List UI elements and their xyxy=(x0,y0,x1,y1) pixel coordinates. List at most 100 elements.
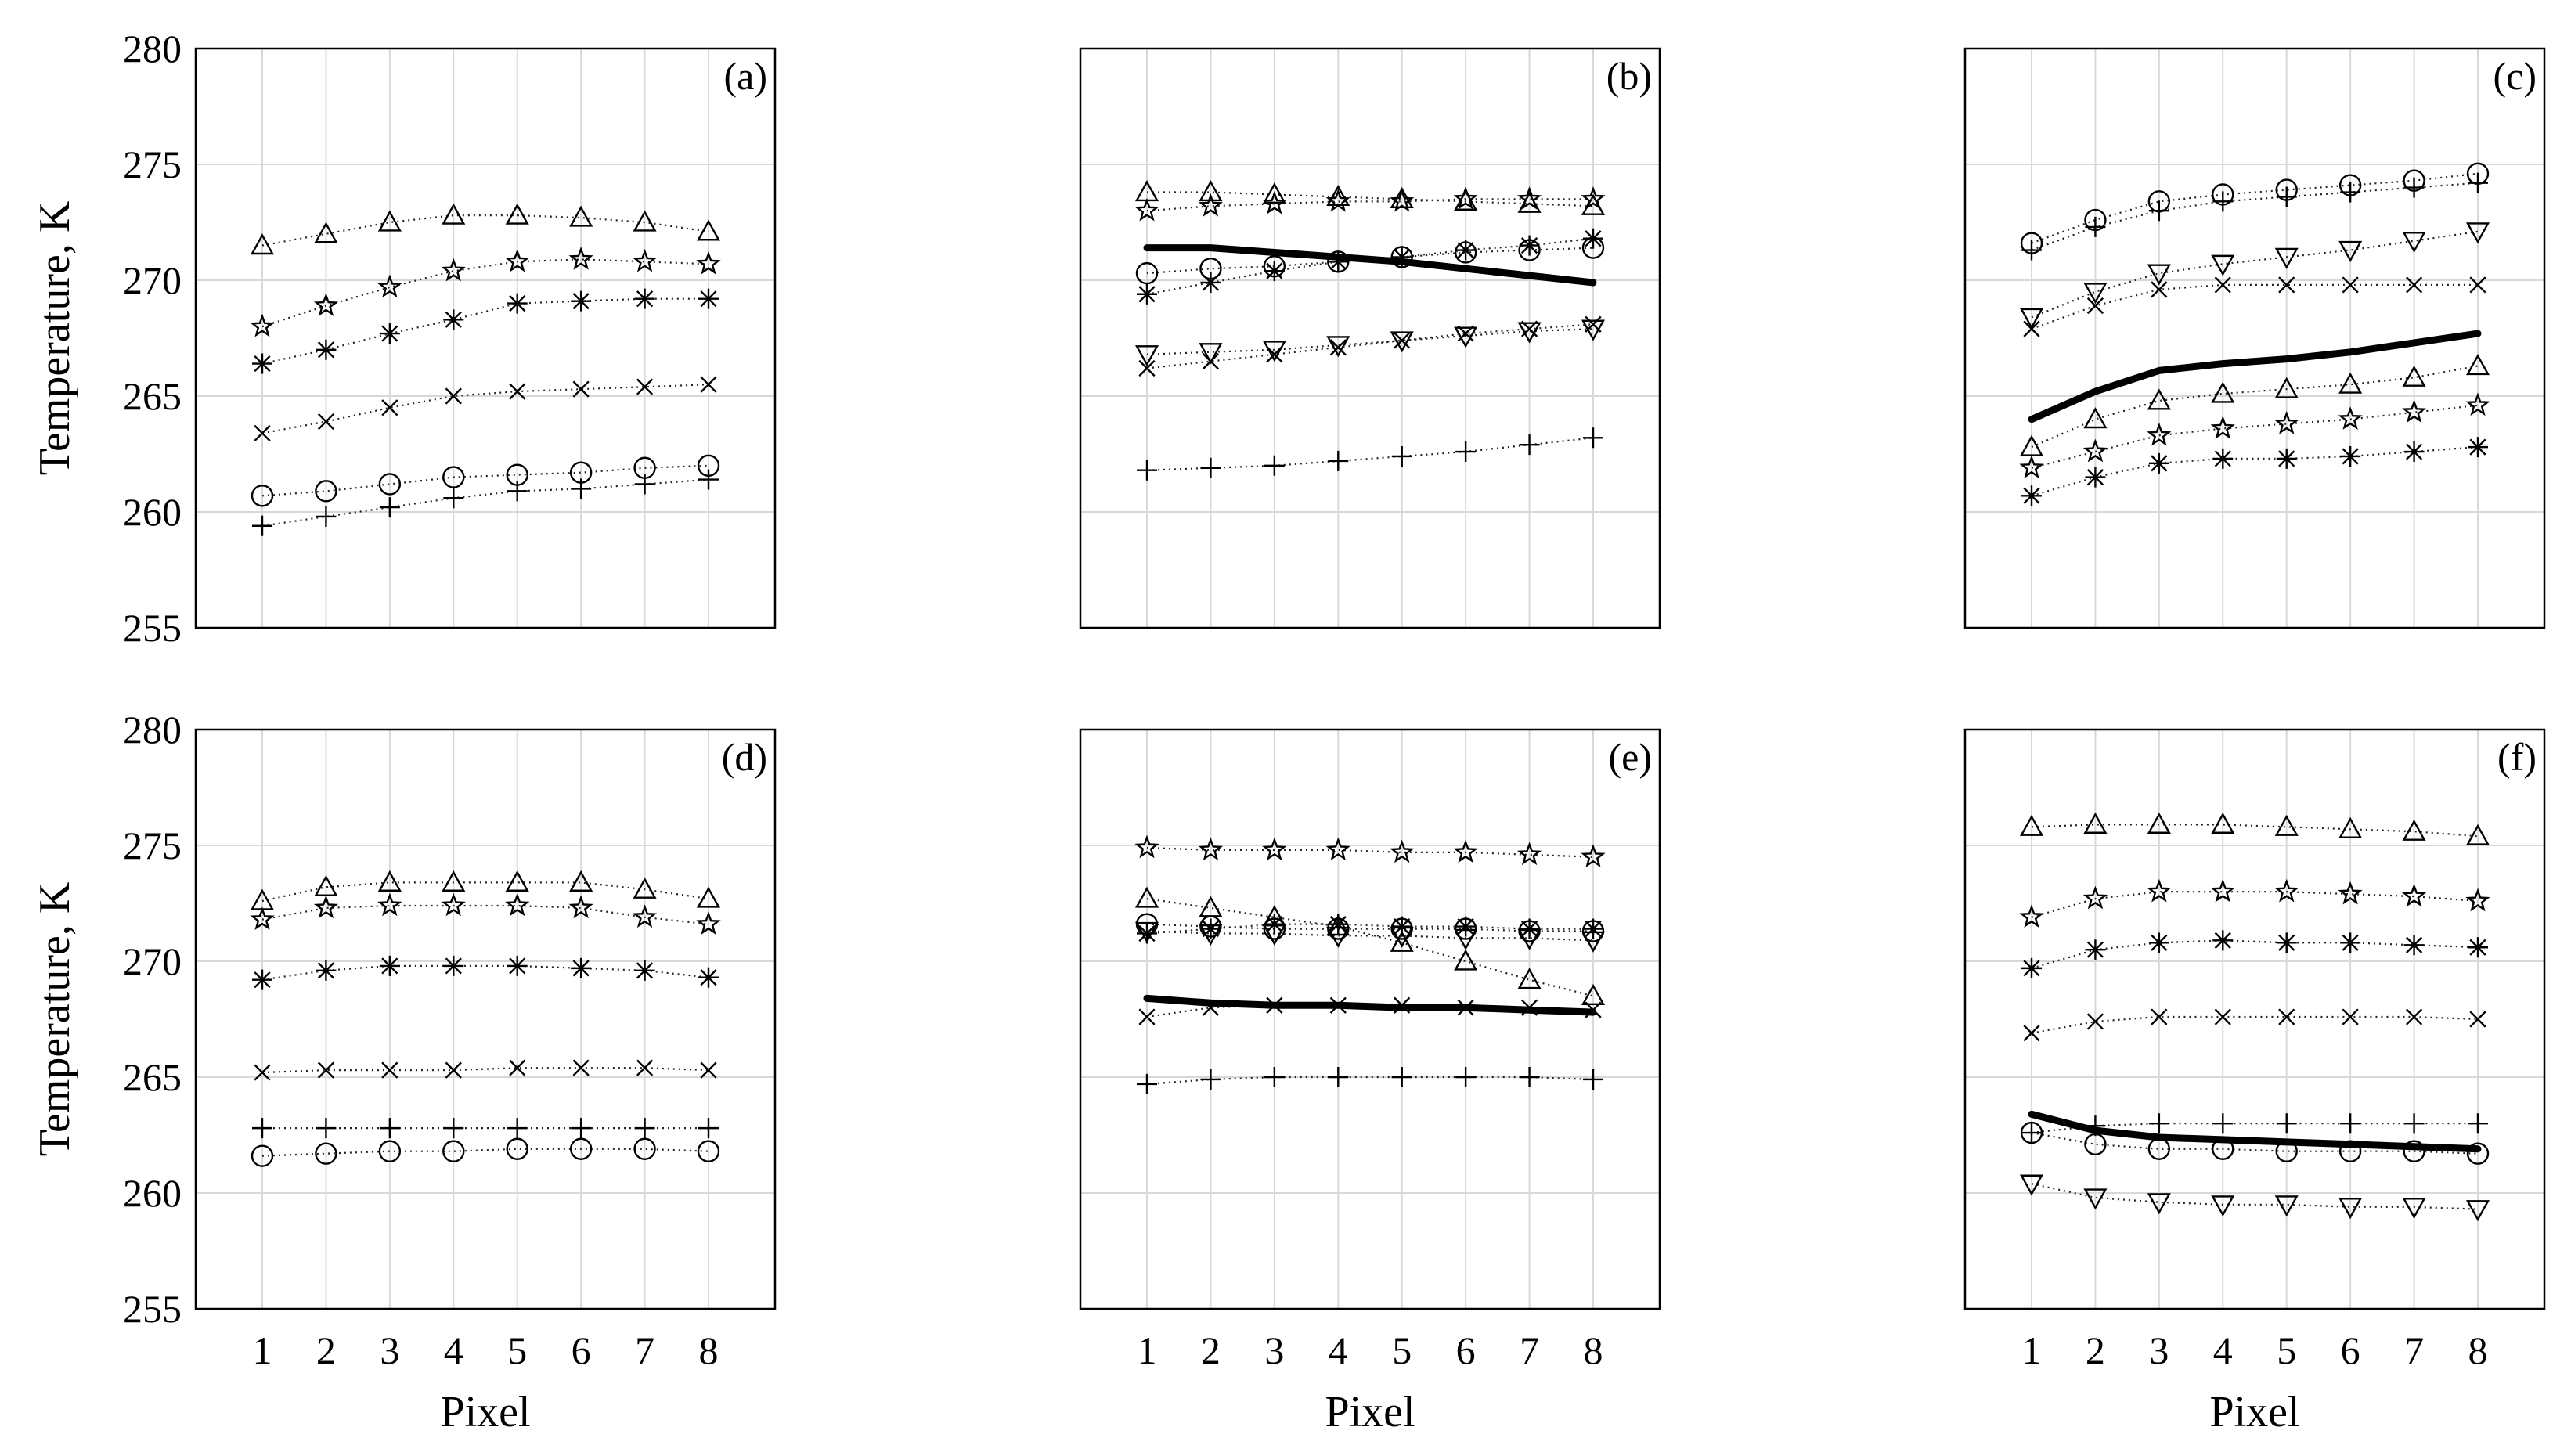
x-tick-label: 1 xyxy=(253,1328,272,1372)
data-point-star xyxy=(2338,406,2363,430)
data-point-star xyxy=(2338,881,2363,905)
data-point-triangle-up xyxy=(2465,824,2490,845)
data-point-circle xyxy=(1454,241,1477,264)
data-point-plus xyxy=(252,1118,272,1139)
data-point-x xyxy=(2086,297,2104,315)
data-point-x xyxy=(2151,1008,2168,1025)
data-point-triangle-down xyxy=(1390,926,1414,948)
data-point-x xyxy=(2342,276,2359,294)
x-tick-label: 7 xyxy=(2404,1328,2424,1372)
series-1 xyxy=(250,247,721,337)
data-point-triangle-down xyxy=(2083,1188,2108,1210)
data-point-circle xyxy=(442,1140,465,1162)
data-point-triangle-down xyxy=(1581,931,1606,953)
data-point-circle xyxy=(2403,1140,2425,1162)
series-2 xyxy=(252,288,719,374)
data-point-triangle-up xyxy=(2211,812,2235,834)
data-point-plus xyxy=(2085,216,2106,237)
series-4 xyxy=(1134,921,1606,953)
data-point-triangle-down xyxy=(1454,326,1478,348)
chart-panel-0: 255 260 265 270 275 280 Temperature, K (a) xyxy=(31,27,777,650)
data-point-triangle-up xyxy=(2019,814,2044,836)
x-tick-label: 2 xyxy=(2086,1328,2105,1372)
data-point-triangle-up xyxy=(2338,816,2363,838)
data-point-plus xyxy=(2212,191,2234,212)
series-line-thick xyxy=(2028,330,2482,423)
data-point-plus xyxy=(379,1118,400,1139)
data-point-asterisk xyxy=(1519,235,1540,256)
data-point-circle xyxy=(251,1144,274,1167)
y-tick-label: 255 xyxy=(123,1287,182,1331)
data-point-x xyxy=(254,424,271,441)
data-point-asterisk xyxy=(443,955,464,976)
data-point-asterisk xyxy=(1391,247,1412,268)
data-point-asterisk xyxy=(2468,437,2488,458)
data-point-plus xyxy=(2021,240,2042,261)
x-tick-label: 4 xyxy=(1329,1328,1348,1372)
series-line-thick xyxy=(2028,1110,2482,1153)
series-line-dotted xyxy=(261,214,709,247)
data-point-asterisk xyxy=(2340,445,2361,467)
series-3 xyxy=(1137,914,1603,944)
series-5 xyxy=(251,1137,720,1167)
series-4 xyxy=(251,454,720,507)
x-tick-label: 3 xyxy=(380,1328,399,1372)
data-point-star xyxy=(696,911,721,935)
chart-panel-3: 255 260 265 270 275 280 1 2 3 4 5 6 7 8 Temperature, K… xyxy=(31,708,777,1436)
data-point-plus xyxy=(571,478,592,499)
data-point-triangle-up xyxy=(1326,914,1350,936)
data-point-asterisk xyxy=(1328,914,1349,935)
data-point-star xyxy=(1134,834,1159,859)
x-tick-label: 5 xyxy=(1392,1328,1412,1372)
data-point-plus xyxy=(1455,441,1477,463)
data-point-star xyxy=(1453,186,1478,210)
y-tick-label: 275 xyxy=(123,142,182,186)
data-point-star xyxy=(505,248,530,272)
data-point-asterisk xyxy=(252,969,272,990)
data-point-asterisk xyxy=(507,955,528,976)
series-0 xyxy=(1134,834,1606,868)
data-point-star xyxy=(313,293,339,316)
data-point-star xyxy=(1198,193,1224,217)
y-tick-label: 280 xyxy=(123,27,182,70)
data-point-circle xyxy=(1581,236,1605,259)
data-point-asterisk xyxy=(2085,467,2106,488)
data-point-asterisk xyxy=(379,955,400,976)
panel-label: (c) xyxy=(2493,54,2537,98)
data-point-asterisk xyxy=(507,293,528,314)
series-5 xyxy=(252,469,719,536)
data-point-asterisk xyxy=(698,288,719,309)
data-point-x xyxy=(1520,320,1538,337)
data-point-asterisk xyxy=(2148,932,2169,953)
data-point-circle xyxy=(378,1140,402,1162)
data-point-plus xyxy=(2403,177,2425,198)
data-point-star xyxy=(1134,197,1159,222)
panel-label: (d) xyxy=(722,735,767,779)
y-tick-label: 275 xyxy=(123,824,182,867)
data-point-x xyxy=(700,1061,717,1079)
data-point-asterisk xyxy=(1200,272,1221,293)
data-point-plus xyxy=(2276,1113,2297,1134)
panel-label: (e) xyxy=(1609,735,1653,779)
data-point-asterisk xyxy=(698,967,719,988)
data-point-circle xyxy=(2466,1142,2490,1165)
series-line-thick xyxy=(1143,994,1597,1016)
data-point-x xyxy=(2214,1008,2231,1025)
data-point-asterisk xyxy=(1455,240,1477,261)
x-tick-label: 5 xyxy=(2277,1328,2296,1372)
data-point-triangle-up xyxy=(569,205,593,227)
data-point-circle xyxy=(1518,239,1541,261)
data-point-asterisk xyxy=(316,960,337,981)
data-point-asterisk xyxy=(634,288,655,309)
data-point-asterisk xyxy=(1519,918,1540,939)
data-point-asterisk xyxy=(443,309,464,330)
data-point-x xyxy=(381,1061,398,1079)
data-point-star xyxy=(313,895,339,919)
series-line-dotted xyxy=(261,258,709,328)
data-point-asterisk xyxy=(2340,932,2361,953)
series-1 xyxy=(250,892,721,935)
data-point-triangle-down xyxy=(2147,1193,2171,1215)
data-point-x xyxy=(2342,1008,2359,1025)
data-point-asterisk xyxy=(2085,939,2106,960)
